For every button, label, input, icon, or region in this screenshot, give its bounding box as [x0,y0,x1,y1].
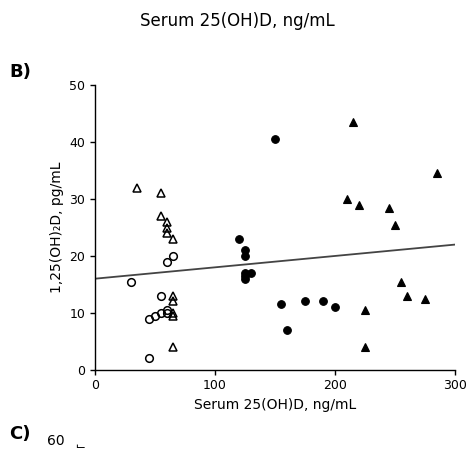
Text: Serum 25(OH)D, ng/mL: Serum 25(OH)D, ng/mL [140,12,334,30]
Text: C): C) [9,425,31,443]
Text: B): B) [9,63,31,81]
Y-axis label: 1,25(OH)₂D, pg/mL: 1,25(OH)₂D, pg/mL [49,162,64,293]
X-axis label: Serum 25(OH)D, ng/mL: Serum 25(OH)D, ng/mL [194,398,356,412]
Text: 60: 60 [47,434,65,448]
Text: ¬: ¬ [73,438,84,450]
